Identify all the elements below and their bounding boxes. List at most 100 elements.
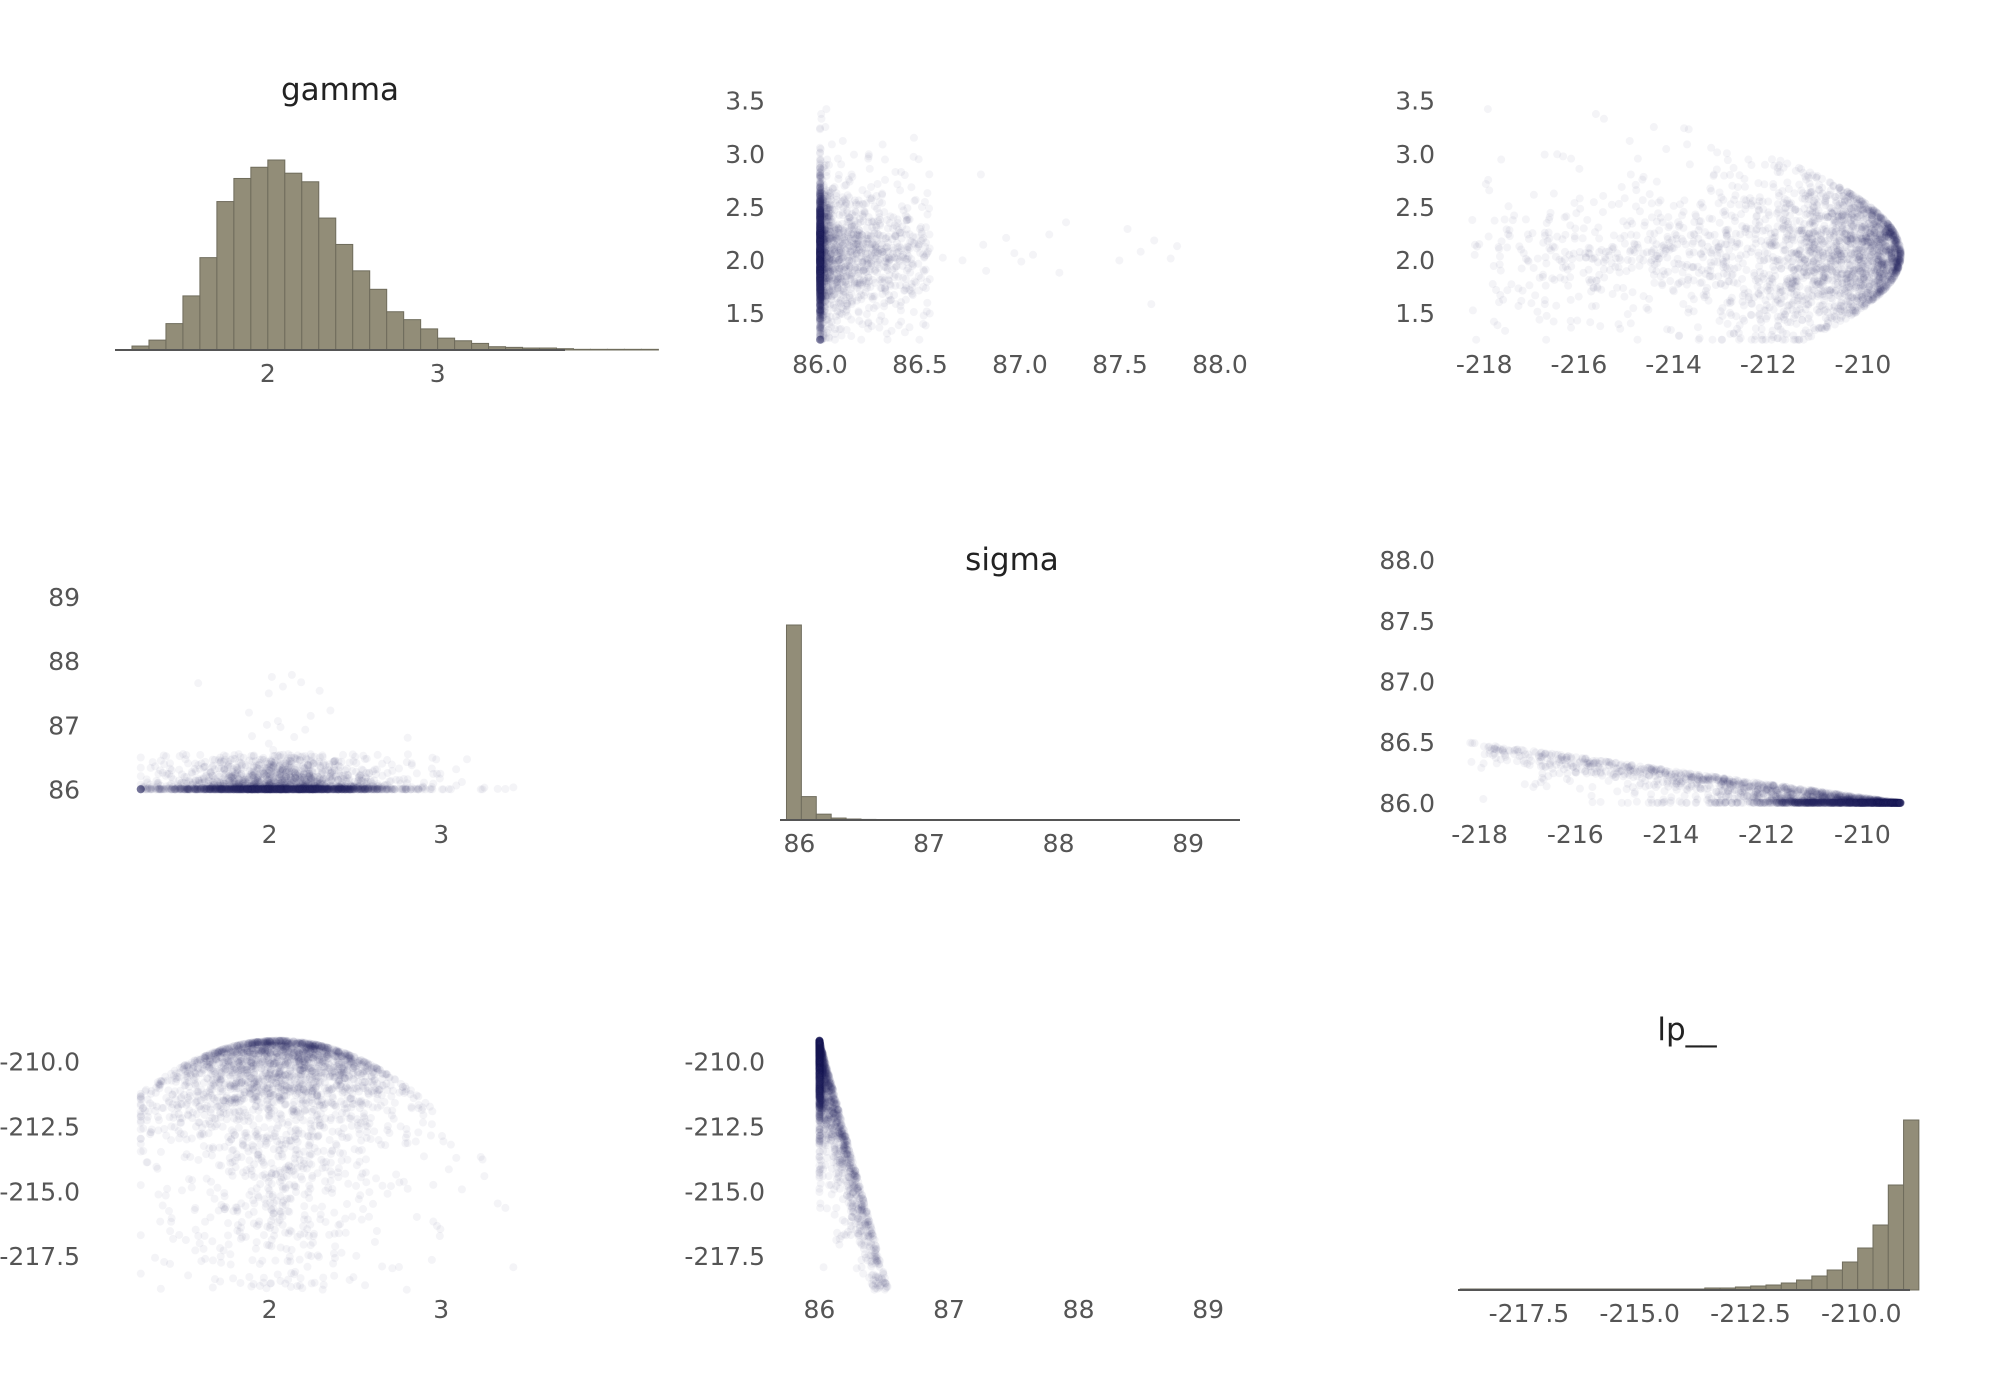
scatter-point xyxy=(841,180,850,189)
scatter-point xyxy=(1838,278,1847,287)
scatter-point xyxy=(1560,213,1569,222)
scatter-point xyxy=(894,226,903,235)
scatter-point xyxy=(923,298,932,307)
histogram-bar xyxy=(403,319,422,351)
scatter-point xyxy=(816,237,824,246)
histogram-bar xyxy=(165,323,184,351)
scatter-point xyxy=(870,202,879,211)
scatter-point xyxy=(816,211,825,220)
scatter-point xyxy=(897,317,906,326)
scatter-point xyxy=(976,170,985,179)
scatter-point xyxy=(1766,292,1775,301)
scatter-point xyxy=(864,319,873,328)
scatter-point xyxy=(893,180,902,189)
scatter-point xyxy=(1002,233,1011,242)
scatter-point xyxy=(829,290,838,299)
scatter-point xyxy=(1689,248,1698,257)
scatter-point xyxy=(817,285,826,294)
scatter-point xyxy=(849,150,858,159)
scatter-point xyxy=(816,273,825,282)
scatter-point xyxy=(1680,124,1689,133)
scatter-point xyxy=(843,244,852,253)
scatter-point xyxy=(843,257,852,266)
scatter-point xyxy=(1727,311,1736,320)
scatter-point xyxy=(853,230,862,239)
scatter-point xyxy=(919,311,928,320)
scatter-point xyxy=(1533,307,1542,316)
scatter-point xyxy=(816,300,825,309)
scatter-point xyxy=(1840,289,1849,298)
scatter-point xyxy=(1045,230,1054,239)
scatter-point xyxy=(1583,215,1592,224)
scatter-point xyxy=(1663,253,1672,262)
scatter-point xyxy=(1558,235,1567,244)
scatter-point xyxy=(816,254,824,263)
scatter-point xyxy=(816,223,825,232)
y-tick-label: 3.0 xyxy=(725,140,765,169)
scatter-point xyxy=(816,227,824,236)
scatter-point xyxy=(1620,231,1629,240)
scatter-point xyxy=(824,213,833,222)
scatter-point xyxy=(1489,317,1498,326)
scatter-point xyxy=(1494,243,1503,252)
scatter-point xyxy=(816,265,825,274)
histogram-bar xyxy=(233,177,252,351)
scatter-point xyxy=(833,282,842,291)
scatter-point xyxy=(1639,292,1648,301)
scatter-point xyxy=(1715,218,1724,227)
scatter-point xyxy=(822,262,831,271)
scatter-point xyxy=(891,167,900,176)
histogram-bar xyxy=(284,172,303,351)
scatter-point xyxy=(816,255,825,264)
scatter-point xyxy=(833,278,842,287)
scatter-point xyxy=(857,295,866,304)
scatter-point xyxy=(821,289,830,298)
scatter-point xyxy=(893,215,902,224)
scatter-point xyxy=(816,243,825,252)
scatter-point xyxy=(1548,274,1557,283)
scatter-point xyxy=(816,206,824,215)
scatter-point xyxy=(816,301,824,310)
y-tick-label: 3.5 xyxy=(725,87,765,116)
scatter-point xyxy=(1561,262,1570,271)
scatter-point xyxy=(816,314,824,323)
scatter-point xyxy=(982,266,991,275)
scatter-point xyxy=(823,155,832,164)
scatter-point xyxy=(1706,184,1715,193)
scatter-point xyxy=(1716,279,1725,288)
scatter-point xyxy=(882,234,891,243)
scatter-point xyxy=(1588,302,1597,311)
scatter-point xyxy=(1541,281,1550,290)
scatter-point xyxy=(826,288,835,297)
scatter-point xyxy=(872,223,881,232)
scatter-point xyxy=(1652,177,1661,186)
scatter-point xyxy=(816,261,825,270)
scatter-point xyxy=(816,211,824,220)
scatter-point xyxy=(1489,261,1498,270)
scatter-point xyxy=(827,215,836,224)
scatter-point xyxy=(816,263,825,272)
scatter-point xyxy=(816,237,825,246)
scatter-point xyxy=(1115,256,1124,265)
scatter-point xyxy=(816,253,825,262)
scatter-point xyxy=(862,310,871,319)
scatter-point xyxy=(1805,179,1814,188)
scatter-point xyxy=(901,254,910,263)
scatter-point xyxy=(817,303,826,312)
scatter-point xyxy=(1626,319,1635,328)
scatter-point xyxy=(823,292,832,301)
scatter-point xyxy=(870,226,879,235)
scatter-point xyxy=(816,213,825,222)
scatter-point xyxy=(819,318,828,327)
scatter-point xyxy=(867,292,876,301)
scatter-point xyxy=(816,267,825,276)
scatter-point xyxy=(816,264,825,273)
scatter-point xyxy=(816,249,824,258)
scatter-point xyxy=(816,228,824,237)
scatter-point xyxy=(901,211,910,220)
scatter-point xyxy=(1769,180,1778,189)
scatter-point xyxy=(1472,335,1481,344)
scatter-point xyxy=(1781,335,1790,344)
scatter-point xyxy=(1697,198,1706,207)
